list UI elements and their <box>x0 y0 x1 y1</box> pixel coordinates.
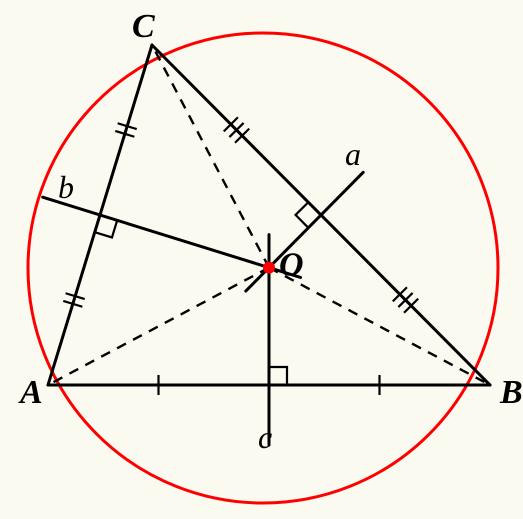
label-A: A <box>18 374 43 411</box>
bisector-label-c: c <box>258 419 272 455</box>
bisector-label-a: a <box>345 136 361 172</box>
label-C: C <box>132 8 155 45</box>
label-O: O <box>279 247 304 284</box>
circumcenter-dot <box>263 262 275 274</box>
label-B: B <box>499 374 523 411</box>
bisector-label-b: b <box>58 169 74 205</box>
